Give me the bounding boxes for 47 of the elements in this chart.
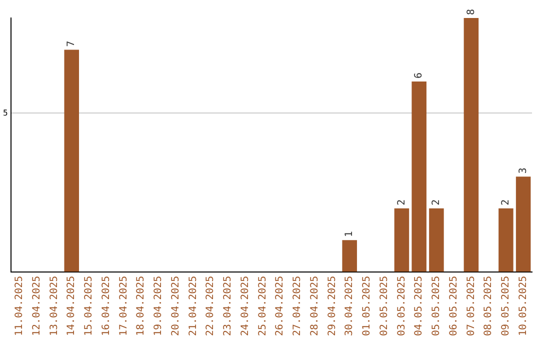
- x-tick-label: 11.04.2025: [14, 276, 26, 336]
- x-tick-label: 27.04.2025: [292, 276, 304, 336]
- x-tick-label: 20.04.2025: [170, 276, 182, 336]
- x-tick-label: 28.04.2025: [309, 276, 320, 336]
- x-tick-label: 22.04.2025: [205, 276, 216, 336]
- x-tick-label: 13.04.2025: [48, 276, 60, 336]
- x-tick-label: 25.04.2025: [257, 276, 268, 336]
- bar: [394, 208, 410, 272]
- data-label: 1: [344, 231, 356, 238]
- data-label: 7: [66, 40, 78, 47]
- x-tick-label: 26.04.2025: [274, 276, 286, 336]
- data-label: 6: [414, 72, 425, 78]
- x-tick-label: 01.05.2025: [362, 276, 373, 336]
- data-label: 2: [431, 199, 442, 206]
- x-tick-label: 06.05.2025: [448, 276, 460, 336]
- y-tick-label: 5: [2, 108, 8, 118]
- bar: [464, 18, 479, 272]
- bar: [498, 208, 514, 272]
- x-tick-label: 12.04.2025: [31, 276, 42, 336]
- x-tick-label: 23.04.2025: [222, 276, 234, 336]
- x-tick-label: 05.05.2025: [431, 276, 442, 336]
- x-tick-label: 04.05.2025: [414, 276, 425, 336]
- data-label: 8: [466, 8, 477, 15]
- x-tick-label: 21.04.2025: [188, 276, 199, 336]
- x-tick-label: 29.04.2025: [326, 276, 338, 336]
- x-tick-label: 19.04.2025: [153, 276, 164, 336]
- bar: [516, 176, 531, 272]
- bar: [64, 50, 80, 272]
- x-tick-label: 30.04.2025: [344, 276, 356, 336]
- x-tick-label: 17.04.2025: [118, 276, 130, 336]
- x-tick-label: 10.05.2025: [518, 276, 529, 336]
- bar: [412, 81, 426, 272]
- bar: [342, 240, 357, 272]
- x-tick-label: 16.04.2025: [100, 276, 112, 336]
- data-label: 2: [396, 199, 408, 206]
- x-tick-label: 14.04.2025: [66, 276, 78, 336]
- bar: [429, 208, 444, 272]
- x-tick-label: 09.05.2025: [500, 276, 512, 336]
- x-tick-label: 08.05.2025: [483, 276, 494, 336]
- x-tick-label: 02.05.2025: [378, 276, 390, 336]
- x-tick-label: 18.04.2025: [136, 276, 147, 336]
- data-label: 2: [500, 199, 512, 206]
- data-label: 3: [518, 168, 529, 174]
- x-tick-label: 07.05.2025: [466, 276, 477, 336]
- x-tick-label: 15.04.2025: [84, 276, 95, 336]
- x-tick-label: 24.04.2025: [240, 276, 251, 336]
- x-tick-label: 03.05.2025: [396, 276, 408, 336]
